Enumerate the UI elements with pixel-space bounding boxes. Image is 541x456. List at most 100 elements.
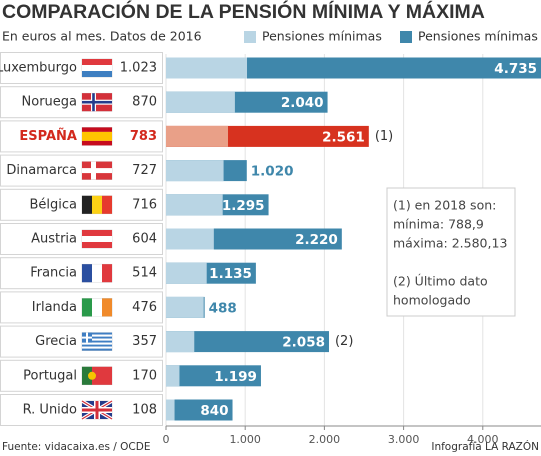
row-box [0,223,163,255]
max-value-label: 1.199 [214,369,257,385]
annotation-box [386,187,516,317]
max-value-label: 2.561 [322,129,365,145]
x-tick-label: 4.000 [467,433,499,446]
flag [82,336,92,339]
max-value-label: 840 [200,403,228,419]
max-value-label: 488 [209,300,237,316]
row-box [0,86,163,119]
min-value-label: 357 [132,334,157,349]
x-tick-label: 2.000 [309,433,341,446]
flag [82,140,112,146]
flag [82,236,112,242]
flag [102,298,112,317]
flag [82,346,112,349]
flag [82,344,112,347]
annotation-text: homologado [393,293,471,308]
category-label: Luxemburgo [0,61,77,76]
x-tick-label: 1.000 [229,433,261,446]
bar-min [166,331,195,353]
min-value-label: 1.023 [120,61,157,76]
chart-subtitle: En euros al mes. Datos de 2016 [2,29,202,44]
bar-max [166,331,329,353]
flag [102,366,112,385]
category-label: ESPAÑA [19,128,77,144]
x-tick-label: 0 [163,433,170,446]
credit: Infografía LA RAZÓN [431,440,539,453]
flag [82,127,112,132]
min-value-label: 170 [132,368,157,383]
flag [82,334,112,337]
bar-min [166,160,224,182]
max-value-label: 1.295 [222,198,265,214]
flag [82,242,112,248]
row-box [0,359,163,392]
category-label: Dinamarca [6,163,77,178]
min-value-label: 108 [132,403,157,418]
row-box [0,291,163,324]
legend-label: Pensiones mínimas [262,29,382,44]
max-value-label: 4.735 [494,61,537,77]
bar-max [166,399,233,421]
flag [82,168,112,174]
max-value-label: 2.058 [282,335,325,351]
flag [82,342,112,345]
flag [82,366,92,385]
category-label: Francia [30,266,77,281]
flag [82,195,92,214]
legend-swatch [400,31,412,43]
chart-title: COMPARACIÓN DE LA PENSIÓN MÍNIMA Y MÁXIM… [2,0,485,23]
x-tick-label: 3.000 [388,433,420,446]
bar-min [166,91,235,113]
legend-label: Pensiones mínimas [418,29,538,44]
row-box [0,394,163,426]
min-value-label: 514 [132,266,157,281]
bar-max [166,57,541,79]
flag [82,59,112,65]
min-value-label: 716 [132,197,157,212]
source: Fuente: vidacaixa.es / OCDE [2,441,151,453]
flag [82,298,92,317]
min-value-label: 870 [132,95,157,110]
flag [92,366,102,385]
bar-min [166,365,180,387]
flag [82,264,92,283]
flag [82,332,112,335]
category-label: Austria [31,232,77,247]
min-value-label: 476 [132,300,157,315]
flag [92,298,102,317]
flag [92,264,102,283]
flag [82,408,112,412]
max-value-label: 1.020 [251,164,294,180]
annotation-text: mínima: 788,9 [393,217,484,232]
row-box [0,120,163,153]
bar-min [166,194,223,216]
min-value-label: 783 [130,129,157,144]
category-label: Irlanda [32,300,77,315]
category-label: Bélgica [29,197,77,212]
bar-min [166,228,214,250]
note-marker: (2) [335,334,353,349]
bar-min [166,262,207,284]
row-box [0,188,163,221]
min-value-label: 727 [132,163,157,178]
min-value-label: 604 [132,232,157,247]
category-label: Noruega [22,95,77,110]
legend-swatch [244,31,256,43]
flag [82,348,112,351]
flag [102,264,112,283]
flag [82,71,112,77]
annotation-text: (1) en 2018 son: [393,198,496,213]
flag [82,336,112,339]
flag [82,230,112,236]
max-value-label: 2.220 [295,232,338,248]
row-box [0,154,163,187]
category-label: Portugal [23,368,77,383]
row-box [0,52,163,84]
category-label: R. Unido [23,403,77,418]
flag [82,65,112,71]
annotation-text: máxima: 2.580,13 [393,236,507,251]
flag [82,100,112,104]
bar-min [166,399,175,421]
note-marker: (1) [375,129,393,144]
